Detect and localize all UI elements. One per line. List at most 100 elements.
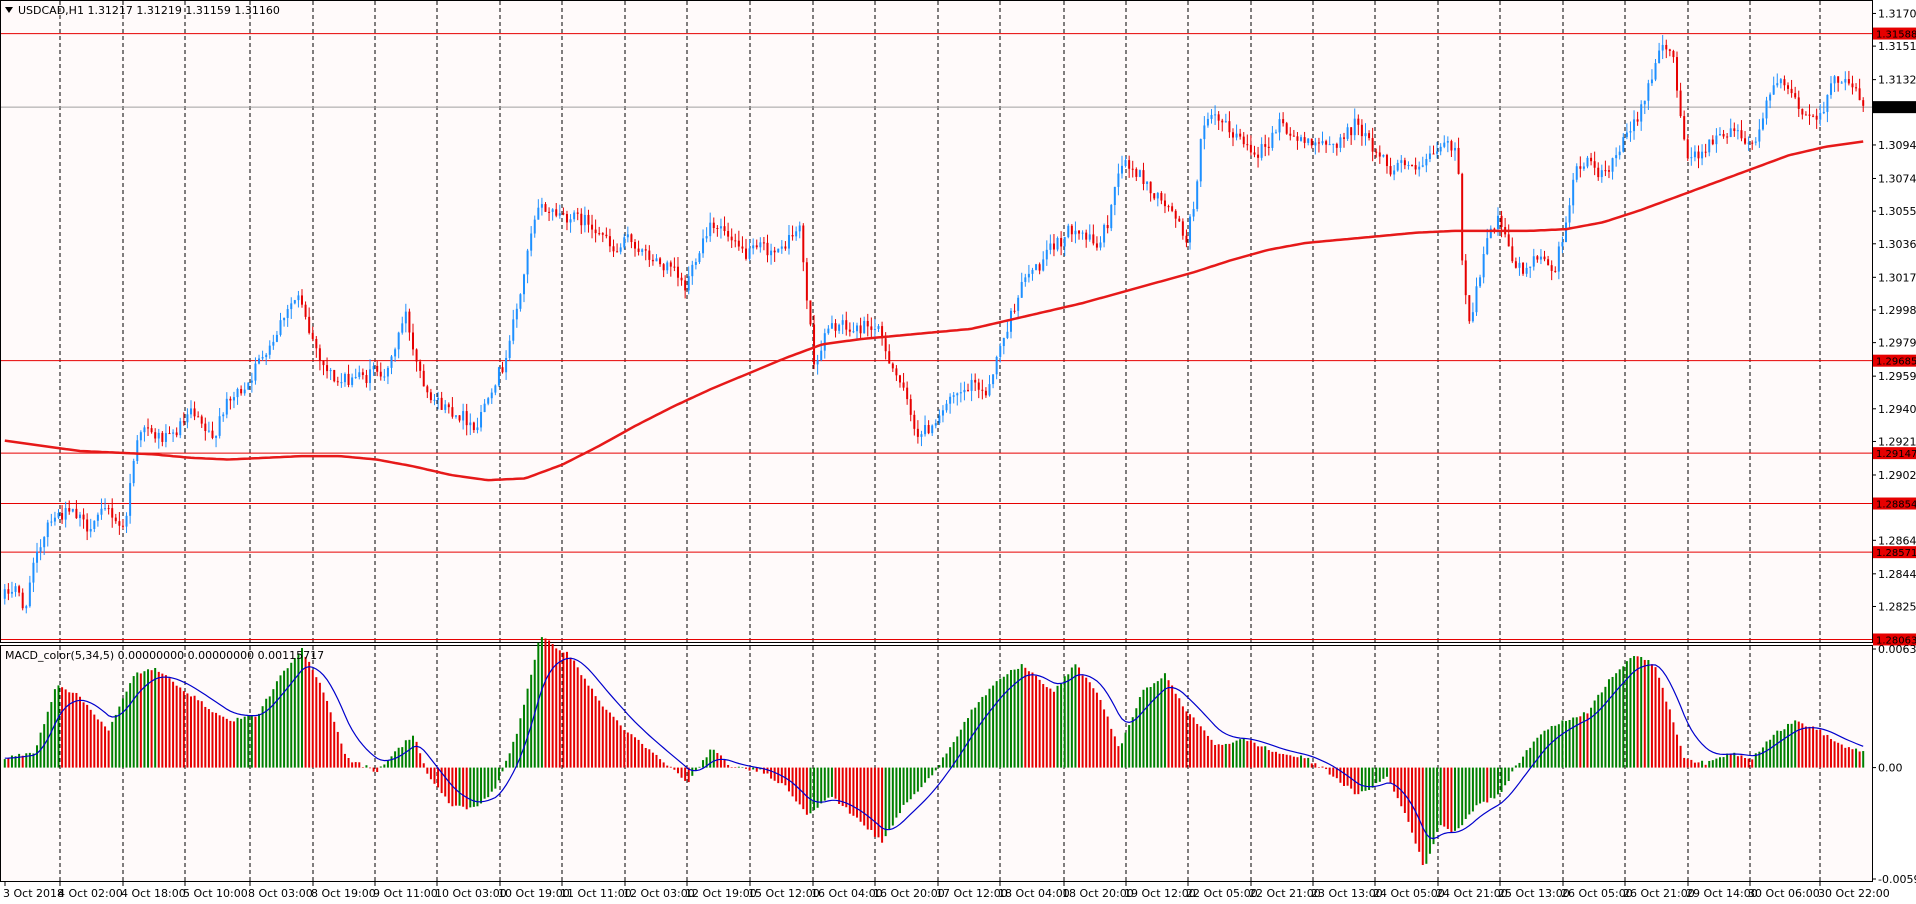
- candle-body: [1833, 76, 1836, 84]
- candle-body: [286, 309, 289, 318]
- macd-bar: [655, 754, 658, 768]
- candle-body: [1203, 125, 1206, 140]
- candle-body: [57, 513, 60, 518]
- macd-bar: [261, 706, 264, 768]
- macd-bar: [433, 767, 436, 784]
- candle-body: [773, 250, 776, 253]
- candle-body: [1539, 256, 1542, 260]
- time-label: 18 Oct 20:00: [1062, 887, 1134, 900]
- candle-body: [1264, 144, 1267, 147]
- macd-bar: [1092, 688, 1095, 768]
- candle-body: [1045, 249, 1048, 260]
- macd-bar: [451, 767, 454, 807]
- candle-body: [340, 382, 343, 384]
- macd-bar: [938, 765, 941, 768]
- macd-bar: [856, 767, 859, 818]
- candle-body: [172, 432, 175, 434]
- macd-bar: [351, 762, 354, 768]
- macd-bar: [1718, 757, 1721, 768]
- macd-bar: [329, 712, 332, 768]
- macd-bar: [1160, 678, 1163, 768]
- candle-body: [354, 377, 357, 379]
- macd-bar: [290, 662, 293, 768]
- macd-bar: [1217, 744, 1220, 768]
- macd-bar: [1396, 767, 1399, 799]
- candle-body: [1357, 118, 1360, 125]
- candle-body: [515, 308, 518, 320]
- macd-bar: [813, 767, 816, 811]
- candle-body: [121, 525, 124, 527]
- candle-body: [1342, 137, 1345, 139]
- candle-body: [1597, 167, 1600, 178]
- candle-body: [236, 388, 239, 398]
- candle-body: [1031, 269, 1034, 274]
- candle-body: [734, 240, 737, 242]
- candle-body: [1701, 151, 1704, 159]
- candle-body: [562, 213, 565, 215]
- candle-body: [10, 591, 13, 594]
- candle-body: [1400, 160, 1403, 163]
- candle-body: [1257, 154, 1260, 158]
- macd-bar: [175, 685, 178, 768]
- candle-body: [967, 389, 970, 391]
- macd-bar: [136, 672, 139, 768]
- candle-body: [1611, 158, 1614, 172]
- macd-bar: [232, 721, 235, 768]
- candle-body: [634, 242, 637, 249]
- candle-body: [358, 372, 361, 378]
- macd-bar: [988, 688, 991, 768]
- candle-body: [898, 375, 901, 383]
- horizontal-levels: [1, 33, 1872, 640]
- macd-bar: [236, 717, 239, 768]
- candle-body: [548, 211, 551, 213]
- candle-body: [802, 225, 805, 263]
- candle-body: [1754, 141, 1757, 143]
- candle-body: [311, 332, 314, 339]
- macd-bar: [1529, 747, 1532, 768]
- macd-bar: [193, 695, 196, 768]
- macd-bar: [1013, 669, 1016, 768]
- macd-bar: [1532, 741, 1535, 768]
- time-label: 5 Oct 10:00: [183, 887, 248, 900]
- macd-bar: [676, 767, 679, 774]
- macd-bar: [1851, 749, 1854, 768]
- macd-bar: [1611, 676, 1614, 768]
- macd-bar: [795, 767, 798, 802]
- candle-body: [419, 361, 422, 371]
- candle-body: [805, 262, 808, 301]
- candle-body: [494, 385, 497, 393]
- candle-body: [1350, 127, 1353, 136]
- macd-bar: [762, 767, 765, 774]
- candle-body: [154, 432, 157, 439]
- collapse-triangle-icon[interactable]: [5, 7, 13, 13]
- macd-bar: [215, 712, 218, 768]
- candle-body: [1482, 254, 1485, 278]
- macd-bar: [240, 718, 243, 768]
- candle-body: [1658, 50, 1661, 64]
- candle-body: [569, 219, 572, 223]
- macd-bar: [1067, 674, 1070, 768]
- candle-body: [669, 262, 672, 267]
- macd-bar: [1711, 760, 1714, 768]
- macd-bar: [57, 685, 60, 768]
- macd-bar: [1371, 767, 1374, 788]
- macd-bar: [1615, 673, 1618, 768]
- macd-bar: [1163, 673, 1166, 768]
- macd-bar: [1579, 716, 1582, 768]
- macd-bar: [608, 712, 611, 768]
- macd-bar: [1364, 767, 1367, 791]
- macd-bar: [1314, 763, 1317, 768]
- candle-body: [365, 375, 368, 384]
- macd-bar: [1593, 700, 1596, 768]
- candle-body: [1740, 130, 1743, 139]
- candle-body: [626, 234, 629, 238]
- candle-body: [404, 311, 407, 324]
- macd-bar: [1407, 767, 1410, 822]
- candle-body: [1507, 234, 1510, 247]
- candle-body: [1314, 142, 1317, 146]
- macd-bar: [1081, 675, 1084, 768]
- time-label: 12 Oct 03:00: [623, 887, 695, 900]
- macd-bar: [172, 681, 175, 768]
- time-label: 25 Oct 13:00: [1498, 887, 1570, 900]
- macd-bar: [1156, 681, 1159, 768]
